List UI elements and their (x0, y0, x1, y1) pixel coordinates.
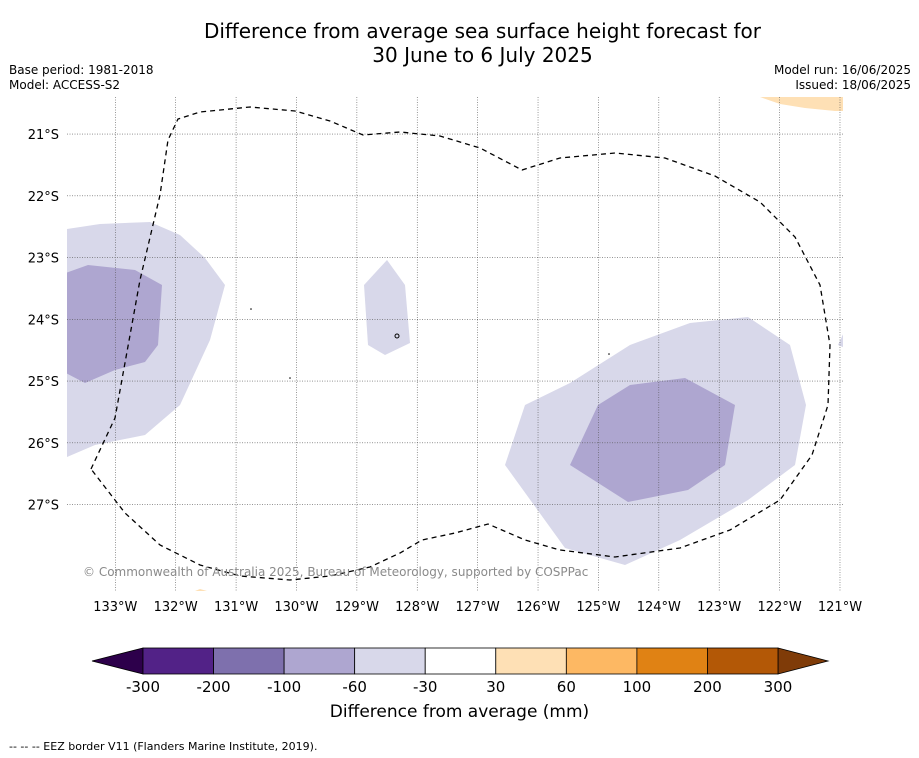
lon-tick-label: 123°W (697, 600, 741, 615)
colorbar-segment (354, 647, 426, 675)
colorbar-segment (707, 647, 779, 675)
colorbar-segment (283, 647, 356, 675)
colorbar-tick-label: -60 (342, 678, 367, 696)
lon-tick-label: 122°W (758, 600, 802, 615)
lat-tick-label: 22°S (28, 190, 59, 205)
colorbar-under-arrow (91, 647, 144, 675)
colorbar-tick-label: -100 (267, 678, 301, 696)
colorbar-segment (565, 647, 638, 675)
anomaly-region-northeast-positive (760, 97, 843, 111)
colorbar-tick-label: -30 (413, 678, 438, 696)
lat-tick-label: 24°S (28, 313, 59, 328)
colorbar-label: Difference from average (mm) (329, 702, 590, 722)
anomaly-region-east-mid (570, 378, 735, 502)
title-line-1: Difference from average sea surface heig… (203, 19, 762, 43)
lon-tick-label: 125°W (576, 600, 620, 615)
colorbar-tick-label: 100 (623, 678, 652, 696)
map-title: Difference from average sea surface heig… (0, 19, 919, 67)
lat-tick-label: 27°S (28, 499, 59, 514)
speck-2 (289, 377, 291, 379)
anomaly-region-south-positive (195, 589, 207, 591)
colorbar-tick-label: -300 (126, 678, 160, 696)
lat-tick-label: 25°S (28, 375, 59, 390)
anomaly-shading (67, 97, 843, 591)
lat-tick-label: 21°S (28, 128, 59, 143)
copyright-notice: © Commonwealth of Australia 2025, Bureau… (83, 565, 589, 579)
lon-tick-label: 128°W (395, 600, 439, 615)
title-line-2: 30 June to 6 July 2025 (372, 43, 593, 67)
colorbar-segment (213, 647, 285, 675)
colorbar-segment (636, 647, 708, 675)
anomaly-region-central-light (364, 260, 410, 355)
colorbar-tick-label: -200 (197, 678, 231, 696)
lon-tick-label: 129°W (335, 600, 379, 615)
colorbar-over-arrow (777, 647, 830, 675)
gridlines (67, 97, 843, 591)
colorbar-segment (424, 647, 497, 675)
small-contour (394, 333, 400, 339)
issued-date: Issued: 18/06/2025 (795, 78, 911, 92)
speck-1 (250, 308, 252, 310)
lon-tick-label: 124°W (637, 600, 681, 615)
colorbar-tick-label: 200 (693, 678, 722, 696)
speck-3 (608, 353, 610, 355)
meta-left: Base period: 1981-2018 Model: ACCESS-S2 (9, 63, 154, 93)
colorbar-segment (142, 647, 214, 675)
lon-tick-label: 126°W (516, 600, 560, 615)
model-run: Model run: 16/06/2025 (773, 63, 911, 77)
eez-footnote: -- -- -- EEZ border V11 (Flanders Marine… (9, 740, 318, 753)
eez-border (90, 106, 831, 581)
meta-right: Model run: 16/06/2025 Issued: 18/06/2025 (774, 63, 911, 93)
longitude-labels: 133°W 132°W 131°W 130°W 129°W 128°W 127°W 126°W… (93, 600, 862, 615)
latitude-labels: 21°S 22°S 23°S 24°S 25°S 26°S 27°S (28, 128, 59, 514)
colorbar-tick-label: 300 (764, 678, 793, 696)
lon-tick-label: 132°W (154, 600, 198, 615)
colorbar-tick-label: 60 (557, 678, 576, 696)
model-name: Model: ACCESS-S2 (9, 78, 121, 92)
lon-tick-label: 127°W (456, 600, 500, 615)
colorbar: -300 -200 -100 -60 -30 30 60 100 200 300 (91, 647, 830, 696)
lon-tick-label: 131°W (214, 600, 258, 615)
lon-tick-label: 133°W (93, 600, 137, 615)
lon-tick-label: 130°W (274, 600, 318, 615)
colorbar-segment (495, 647, 567, 675)
lon-tick-label: 121°W (818, 600, 862, 615)
colorbar-tick-label: 30 (486, 678, 505, 696)
base-period: Base period: 1981-2018 (9, 63, 154, 77)
lat-tick-label: 23°S (28, 252, 59, 267)
anomaly-region-west-mid (67, 265, 162, 383)
anomaly-region-east-edge (838, 334, 843, 348)
lat-tick-label: 26°S (28, 437, 59, 452)
